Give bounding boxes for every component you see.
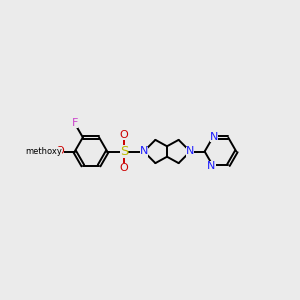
Text: O: O [120,130,128,140]
Text: F: F [71,118,78,128]
Text: O: O [55,146,64,157]
Text: methoxy: methoxy [25,147,62,156]
Text: N: N [186,146,194,157]
Text: N: N [140,146,148,157]
Text: S: S [120,145,128,158]
Text: N: N [209,132,218,142]
Text: N: N [207,161,216,171]
Text: O: O [120,163,128,173]
